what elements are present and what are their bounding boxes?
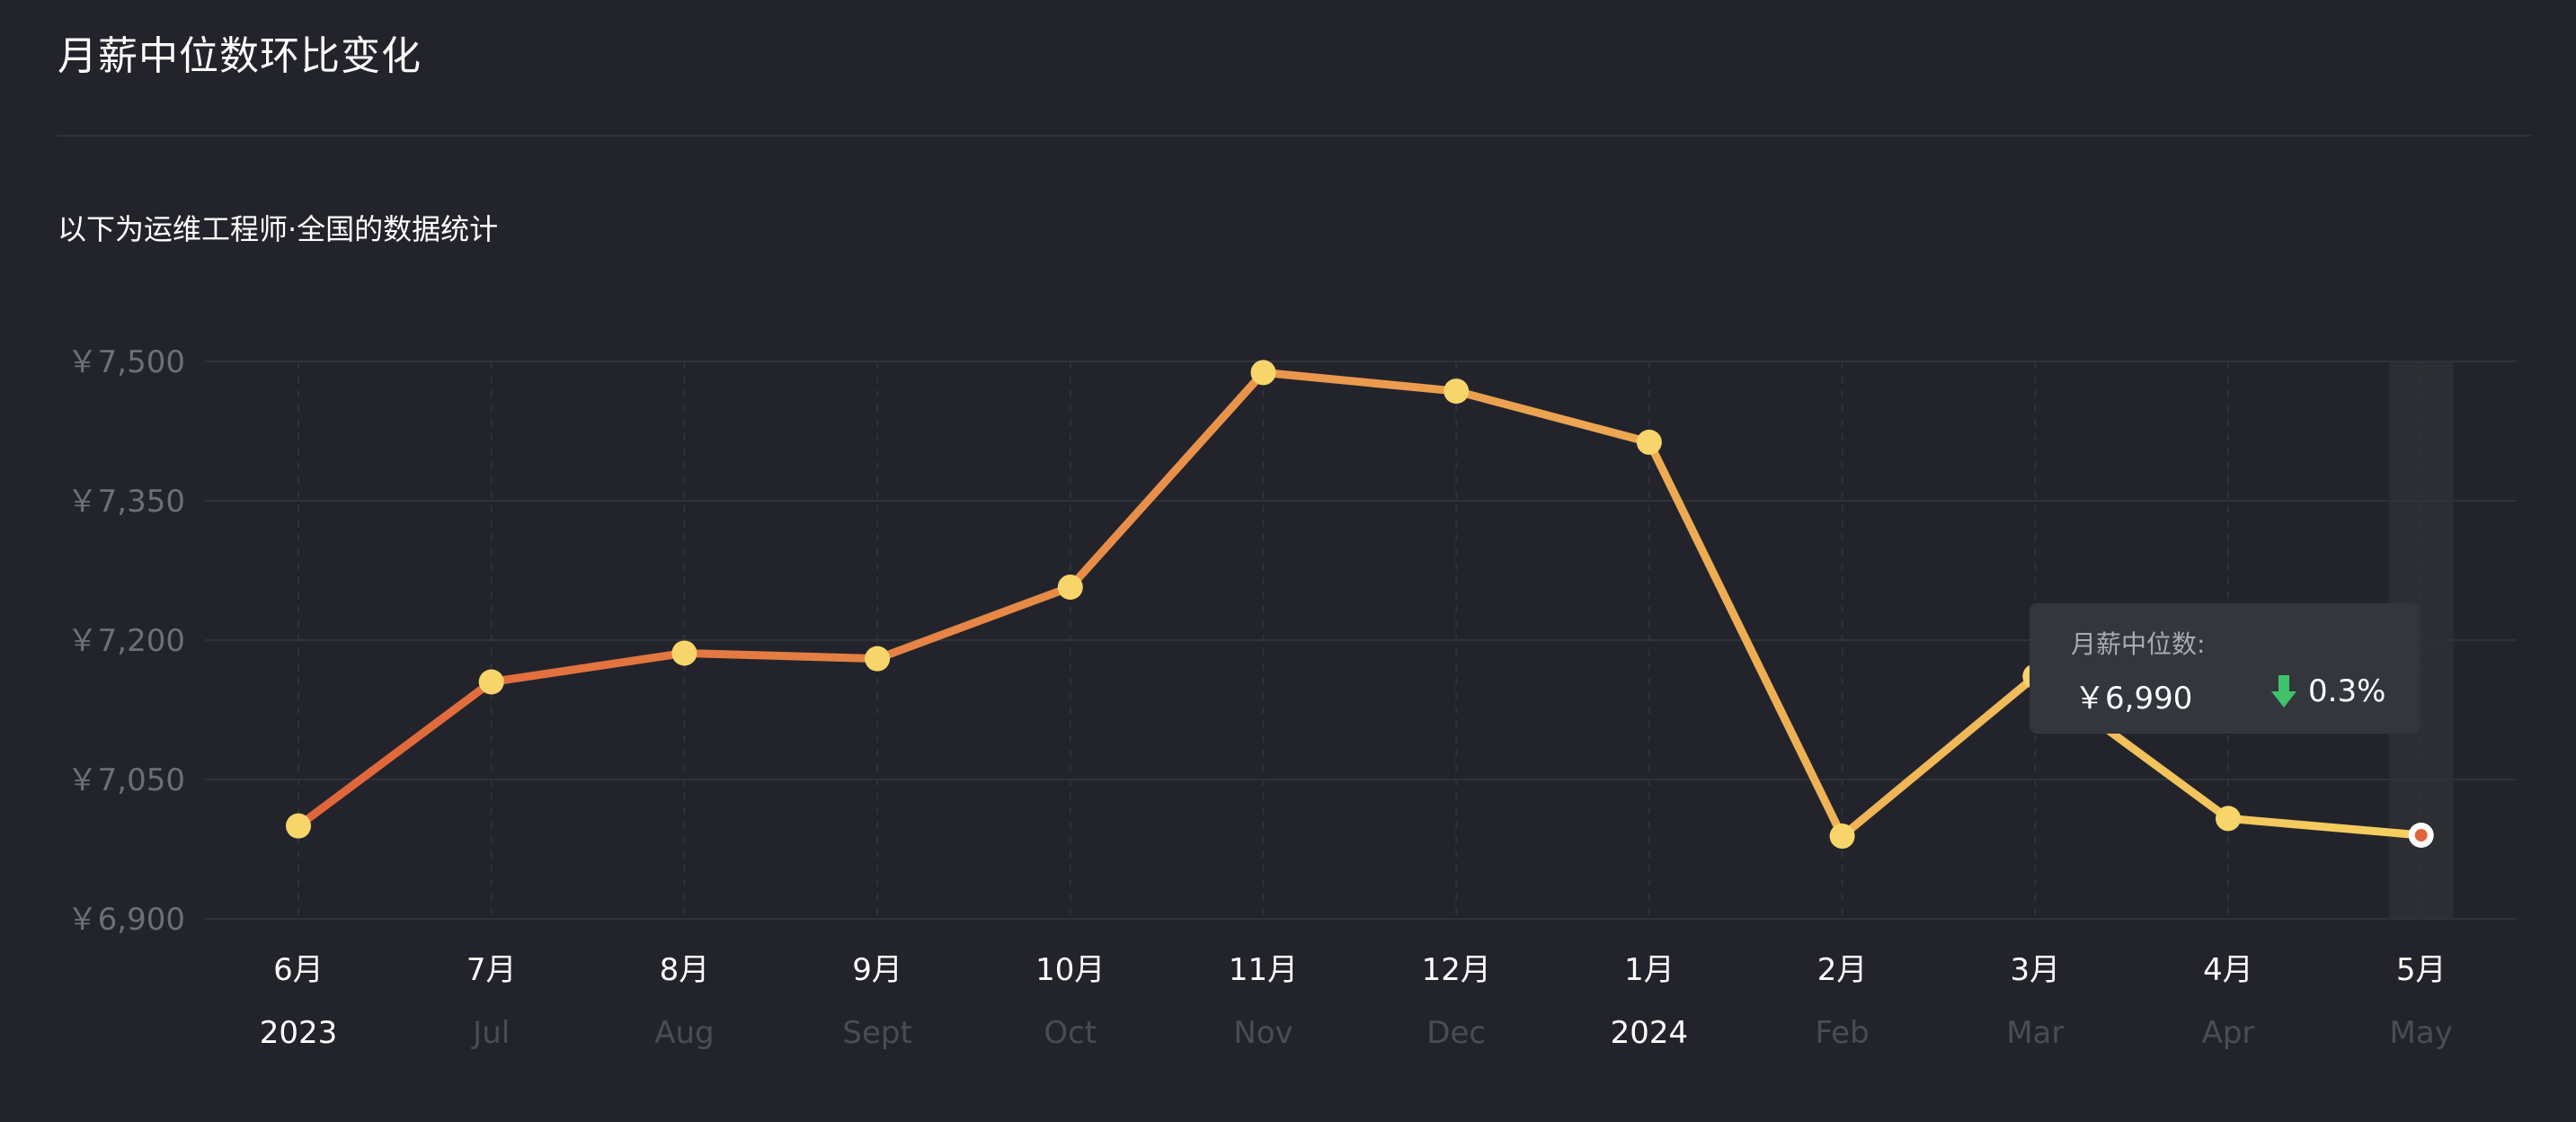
x-tick-label: 7月 (466, 952, 517, 988)
data-point (478, 669, 504, 695)
chart-tooltip: 月薪中位数: ￥6,990 0.3% (2030, 603, 2420, 734)
y-tick-label: ￥7,500 (67, 344, 185, 380)
x-secondary-label: Aug (654, 1015, 714, 1051)
y-tick-label: ￥7,350 (67, 484, 185, 520)
x-secondary-label: Mar (2006, 1015, 2064, 1051)
tooltip-value: ￥6,990 (2074, 681, 2193, 717)
x-secondary-label: 2024 (1611, 1015, 1689, 1051)
x-tick-label: 6月 (273, 952, 324, 988)
data-point (1829, 824, 1855, 850)
x-tick-label: 8月 (660, 952, 710, 988)
x-tick-label: 10月 (1035, 952, 1105, 988)
data-point (2216, 806, 2241, 832)
data-point (865, 646, 891, 672)
x-tick-label: 11月 (1229, 952, 1298, 988)
data-point (286, 813, 311, 839)
data-point (1443, 378, 1470, 405)
x-secondary-label: Jul (471, 1015, 510, 1051)
x-tick-label: 4月 (2203, 952, 2253, 988)
x-secondary-label: May (2390, 1015, 2453, 1051)
x-tick-label: 2月 (1817, 952, 1868, 988)
tooltip-label: 月薪中位数: (2071, 629, 2206, 659)
x-tick-label: 12月 (1422, 952, 1491, 988)
data-point (1057, 574, 1083, 601)
x-secondary-label: Sept (842, 1015, 911, 1051)
x-tick-label: 9月 (852, 952, 902, 988)
tooltip-change: 0.3% (2270, 673, 2385, 709)
page-subtitle: 以下为运维工程师·全国的数据统计 (58, 212, 499, 246)
x-secondary-label: Feb (1815, 1015, 1869, 1051)
tooltip-change-value: 0.3% (2308, 673, 2386, 709)
x-tick-label: 3月 (2010, 952, 2060, 988)
data-point-highlighted-core (2414, 829, 2428, 842)
y-tick-label: ￥7,200 (67, 623, 185, 659)
x-secondary-label: Nov (1233, 1015, 1292, 1051)
y-tick-label: ￥6,900 (67, 902, 185, 938)
data-point (1636, 429, 1662, 455)
x-tick-label: 1月 (1624, 952, 1674, 988)
y-tick-label: ￥7,050 (67, 762, 185, 798)
x-secondary-label: Oct (1044, 1015, 1097, 1051)
x-secondary-label: 2023 (260, 1015, 338, 1051)
data-point (1250, 360, 1276, 386)
data-point (671, 640, 697, 666)
x-secondary-label: Apr (2202, 1015, 2255, 1051)
page-title: 月薪中位数环比变化 (58, 33, 422, 79)
down-arrow-icon (2271, 675, 2296, 708)
x-secondary-label: Dec (1426, 1015, 1486, 1051)
x-tick-label: 5月 (2396, 952, 2447, 988)
header-divider (58, 135, 2531, 137)
